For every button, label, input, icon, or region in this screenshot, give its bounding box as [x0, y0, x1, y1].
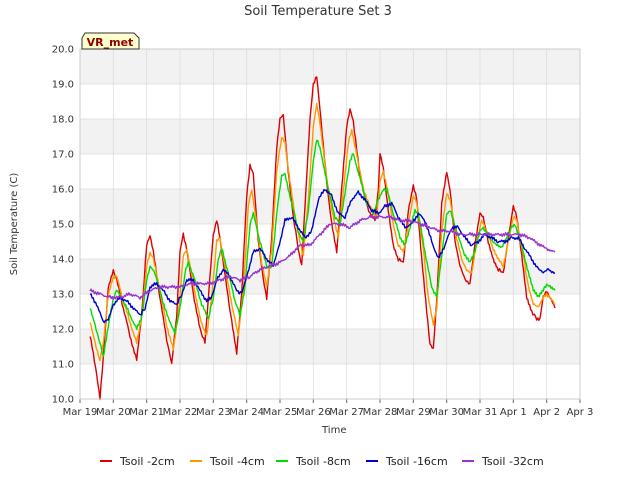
- y-axis-label: Soil Temperature (C): [9, 173, 20, 276]
- y-tick-label: 11.0: [52, 360, 74, 371]
- y-tick-label: 17.0: [52, 150, 74, 161]
- chart-title: Soil Temperature Set 3: [244, 4, 392, 19]
- y-tick-label: 12.0: [52, 325, 74, 336]
- station-badge: VR_met: [81, 32, 140, 50]
- y-tick-label: 14.0: [52, 255, 74, 266]
- plot-border: [79, 48, 581, 400]
- x-tick-label: Apr 2: [533, 407, 560, 418]
- y-axis-ticks: 10.0 11.0 12.0 13.0 14.0 15.0 16.0 17.0 18.0 19.0…: [52, 45, 74, 406]
- x-tick-label: Mar 28: [363, 407, 398, 418]
- legend-label: Tsoil -2cm: [119, 455, 175, 468]
- x-tick-label: Apr 3: [567, 407, 594, 418]
- x-tick-label: Mar 23: [196, 407, 231, 418]
- grid-band: [80, 329, 580, 364]
- legend: Tsoil -2cm Tsoil -4cm Tsoil -8cm Tsoil -16c…: [100, 455, 544, 468]
- x-tick-label: Mar 20: [96, 407, 131, 418]
- x-tick-label: Mar 19: [63, 407, 98, 418]
- grid-band: [80, 49, 580, 84]
- x-tick-label: Mar 25: [263, 407, 298, 418]
- series-line: [89, 214, 556, 300]
- legend-label: Tsoil -8cm: [295, 455, 351, 468]
- grid-band: [80, 119, 580, 154]
- legend-label: Tsoil -32cm: [481, 455, 544, 468]
- y-tick-label: 15.0: [52, 220, 74, 231]
- y-tick-label: 10.0: [52, 395, 74, 406]
- legend-label: Tsoil -4cm: [209, 455, 265, 468]
- x-tick-label: Mar 24: [229, 407, 264, 418]
- y-tick-label: 13.0: [52, 290, 74, 301]
- grid-band: [80, 259, 580, 294]
- x-tick-label: Mar 31: [463, 407, 498, 418]
- legend-label: Tsoil -16cm: [385, 455, 448, 468]
- y-tick-label: 16.0: [52, 185, 74, 196]
- x-tick-label: Mar 21: [129, 407, 164, 418]
- y-tick-label: 18.0: [52, 115, 74, 126]
- y-tick-label: 19.0: [52, 80, 74, 91]
- x-tick-label: Mar 26: [296, 407, 331, 418]
- x-tick-label: Apr 1: [500, 407, 527, 418]
- series-lines: [89, 76, 556, 401]
- x-tick-label: Mar 29: [396, 407, 431, 418]
- x-axis-label: Time: [321, 425, 346, 436]
- x-tick-label: Mar 22: [163, 407, 198, 418]
- badge-label: VR_met: [87, 36, 134, 49]
- x-tick-label: Mar 30: [429, 407, 464, 418]
- x-tick-label: Mar 27: [329, 407, 364, 418]
- series-line: [89, 189, 556, 324]
- badge-box: [81, 32, 140, 50]
- y-tick-label: 20.0: [52, 45, 74, 56]
